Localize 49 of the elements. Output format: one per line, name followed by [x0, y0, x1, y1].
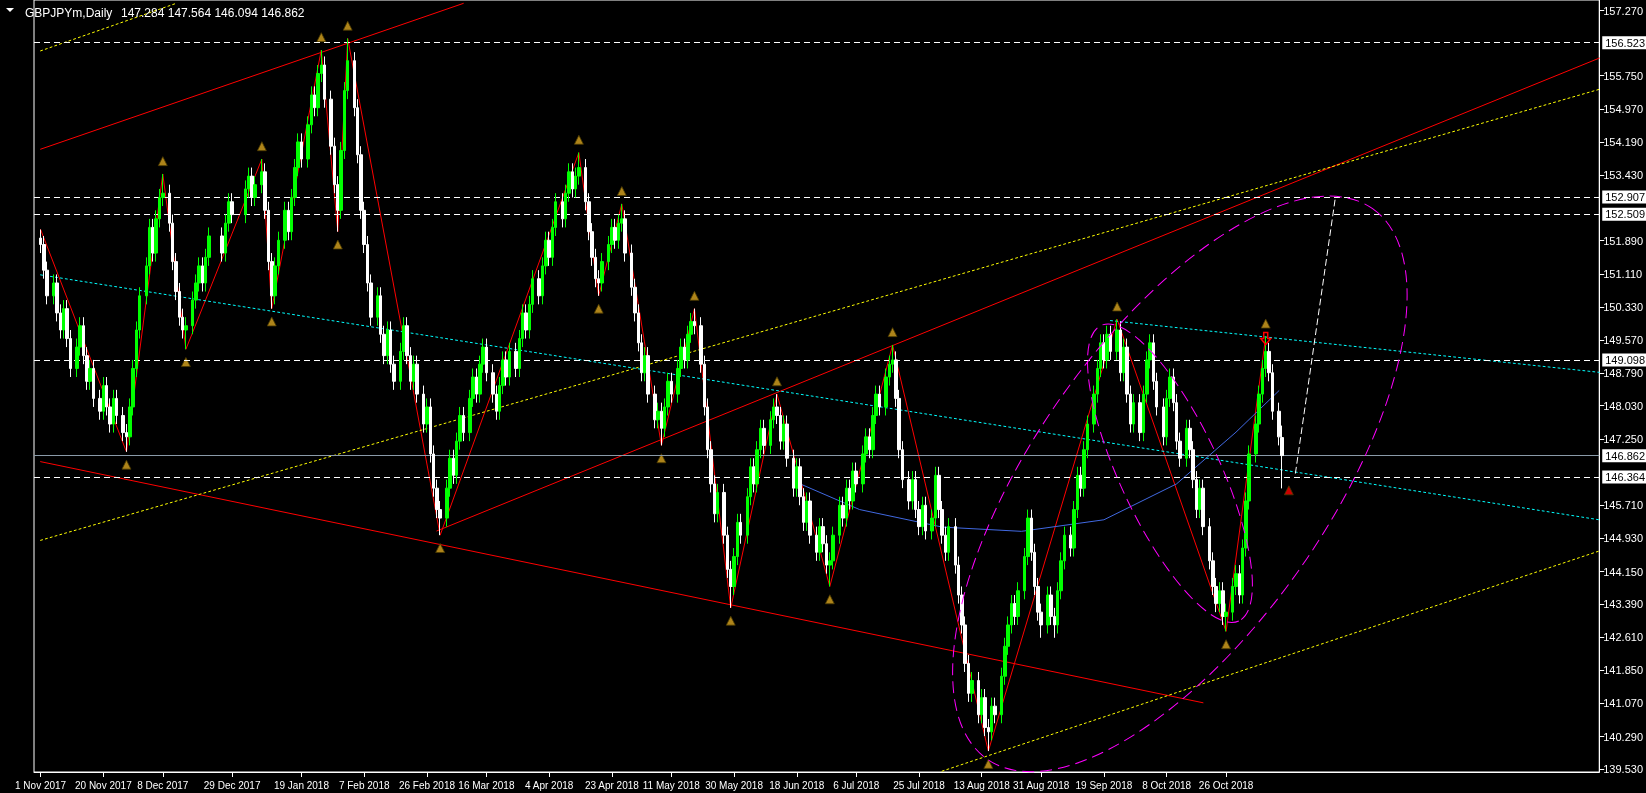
x-tick-label: 18 Jun 2018: [769, 779, 825, 791]
text: 147.284 147.564 146.094 146.862: [121, 6, 305, 20]
y-tick-label: 144.150: [1603, 565, 1643, 578]
x-tick-label: 19 Jan 2018: [273, 779, 330, 791]
y-tick-label: 148.030: [1603, 399, 1643, 412]
y-tick-label: 150.330: [1603, 301, 1643, 314]
ref-line-label: 146.862: [1605, 449, 1645, 462]
x-tick-label: 13 Aug 2018: [953, 779, 1011, 791]
y-tick-label: 142.610: [1603, 631, 1643, 644]
ref-line-label: 156.523: [1605, 36, 1645, 49]
x-tick-label: 31 Aug 2018: [1013, 779, 1070, 791]
y-tick-label: 155.750: [1603, 69, 1643, 82]
y-tick-label: 139.530: [1603, 763, 1643, 776]
x-tick-label: 8 Dec 2017: [137, 779, 189, 791]
y-tick-label: 143.390: [1603, 598, 1643, 611]
ref-line-label: 152.509: [1605, 208, 1645, 221]
x-tick-label: 7 Feb 2018: [338, 779, 390, 791]
y-tick-label: 149.570: [1603, 333, 1643, 346]
x-tick-label: 8 Oct 2018: [1142, 779, 1192, 791]
x-tick-label: 29 Dec 2017: [203, 779, 261, 791]
x-tick-label: 6 Jul 2018: [833, 779, 880, 791]
x-tick-label: 20 Nov 2017: [74, 779, 133, 791]
x-tick-label: 11 May 2018: [642, 779, 701, 791]
y-tick-label: 145.710: [1603, 498, 1643, 511]
x-tick-label: 16 Mar 2018: [458, 779, 515, 791]
y-tick-label: 157.270: [1603, 4, 1643, 17]
x-tick-label: 25 Jul 2018: [893, 779, 946, 791]
y-tick-label: 148.790: [1603, 367, 1643, 380]
y-tick-label: 154.970: [1603, 103, 1643, 115]
y-tick-label: 141.850: [1603, 663, 1643, 676]
y-tick-label: 151.110: [1603, 268, 1643, 280]
ref-line-label: 149.098: [1605, 353, 1645, 366]
y-tick-label: 141.070: [1603, 697, 1643, 710]
x-tick-label: 4 Apr 2018: [524, 779, 574, 791]
y-tick-label: 154.190: [1603, 136, 1643, 149]
y-tick-label: 144.930: [1603, 532, 1643, 545]
x-tick-label: 1 Nov 2017: [15, 779, 67, 791]
x-tick-label: 23 Apr 2018: [584, 779, 640, 791]
y-tick-label: 147.250: [1603, 433, 1643, 446]
ref-line-label: 146.364: [1605, 471, 1645, 484]
y-tick-label: 151.890: [1603, 234, 1643, 247]
y-tick-label: 153.430: [1603, 168, 1643, 181]
x-tick-label: 30 May 2018: [705, 779, 764, 791]
ref-line-label: 152.907: [1605, 191, 1645, 204]
x-tick-label: 19 Sep 2018: [1075, 779, 1133, 791]
x-tick-label: 26 Oct 2018: [1198, 779, 1254, 791]
x-tick-label: 26 Feb 2018: [398, 779, 456, 791]
y-tick-label: 140.290: [1603, 730, 1643, 743]
text: GBPJPYm,Daily: [25, 6, 113, 20]
